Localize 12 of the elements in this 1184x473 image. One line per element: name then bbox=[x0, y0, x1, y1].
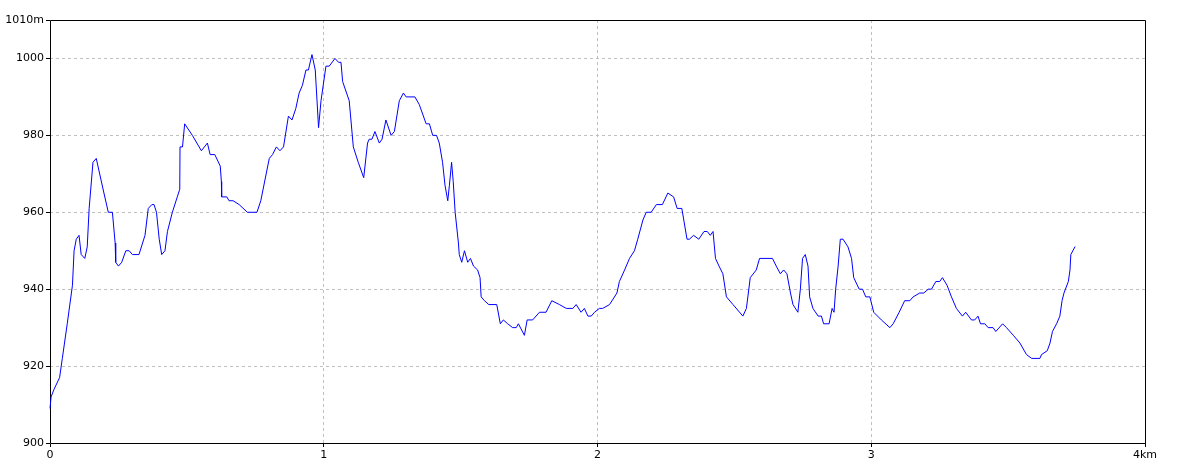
x-tick-label: 1 bbox=[320, 448, 328, 462]
y-tick-label: 1010m bbox=[5, 12, 44, 26]
y-tick-label: 1000 bbox=[16, 51, 44, 65]
x-tick-label: 0 bbox=[46, 448, 54, 462]
y-tick-label: 980 bbox=[23, 128, 44, 142]
y-tick-label: 940 bbox=[23, 282, 44, 296]
y-tick-label: 920 bbox=[23, 358, 44, 372]
y-tick-label: 960 bbox=[23, 205, 44, 219]
x-tick-label: 3 bbox=[867, 448, 875, 462]
x-tick-label: 2 bbox=[594, 448, 601, 462]
x-tick-label: 4km bbox=[1132, 448, 1158, 462]
y-tick-label: 900 bbox=[23, 435, 44, 449]
